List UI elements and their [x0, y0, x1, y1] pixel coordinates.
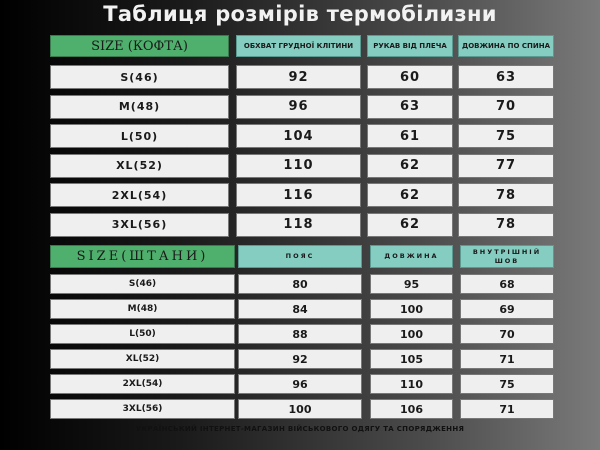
value-cell: 105 [370, 349, 453, 369]
column-header: РУКАВ ВІД ПЛЕЧА [367, 35, 453, 57]
value-cell: 110 [236, 153, 361, 178]
value-cell: 110 [370, 374, 453, 394]
size-cell: XL(52) [50, 153, 229, 178]
value-cell: 62 [367, 153, 453, 178]
value-cell: 60 [367, 65, 453, 89]
column-header: ДОВЖИНА [370, 245, 453, 268]
value-cell: 69 [460, 299, 554, 319]
value-cell: 92 [236, 65, 361, 89]
value-cell: 95 [370, 274, 453, 294]
value-cell: 106 [370, 399, 453, 419]
value-cell: 96 [238, 374, 362, 394]
value-cell: 63 [458, 65, 554, 89]
value-cell: 75 [460, 374, 554, 394]
value-cell: 96 [236, 94, 361, 119]
value-cell: 100 [238, 399, 362, 419]
value-cell: 63 [367, 94, 453, 119]
value-cell: 77 [458, 153, 554, 178]
column-header: ОБХВАТ ГРУДНОЇ КЛІТИНИ [236, 35, 361, 57]
size-cell: M(48) [50, 299, 235, 319]
value-cell: 104 [236, 124, 361, 148]
value-cell: 78 [458, 212, 554, 237]
size-cell: S(46) [50, 65, 229, 89]
value-cell: 116 [236, 183, 361, 207]
size-cell: 2XL(54) [50, 183, 229, 207]
value-cell: 100 [370, 299, 453, 319]
value-cell: 118 [236, 212, 361, 237]
column-header: ВНУТРІШНІЙ ШОВ [460, 245, 554, 268]
value-cell: 92 [238, 349, 362, 369]
value-cell: 70 [460, 324, 554, 344]
size-cell: L(50) [50, 124, 229, 148]
value-cell: 88 [238, 324, 362, 344]
column-header: SIZE(ШТАНИ) [50, 245, 235, 268]
column-header: SIZE (КОФТА) [50, 35, 229, 57]
size-cell: L(50) [50, 324, 235, 344]
size-cell: 3XL(56) [50, 212, 229, 237]
value-cell: 71 [460, 349, 554, 369]
value-cell: 84 [238, 299, 362, 319]
value-cell: 68 [460, 274, 554, 294]
footer-text: УКРАЇНСЬКИЙ ІНТЕРНЕТ-МАГАЗИН ВІЙСЬКОВОГО… [135, 425, 465, 433]
value-cell: 71 [460, 399, 554, 419]
value-cell: 75 [458, 124, 554, 148]
size-cell: XL(52) [50, 349, 235, 369]
size-cell: 2XL(54) [50, 374, 235, 394]
size-cell: S(46) [50, 274, 235, 294]
value-cell: 62 [367, 212, 453, 237]
value-cell: 62 [367, 183, 453, 207]
size-cell: M(48) [50, 94, 229, 119]
value-cell: 100 [370, 324, 453, 344]
page-title: Таблиця розмірів термобілизни [103, 2, 497, 26]
value-cell: 80 [238, 274, 362, 294]
column-header: ПОЯС [238, 245, 362, 268]
size-cell: 3XL(56) [50, 399, 235, 419]
value-cell: 78 [458, 183, 554, 207]
value-cell: 61 [367, 124, 453, 148]
value-cell: 70 [458, 94, 554, 119]
column-header: ДОВЖИНА ПО СПИНА [458, 35, 554, 57]
